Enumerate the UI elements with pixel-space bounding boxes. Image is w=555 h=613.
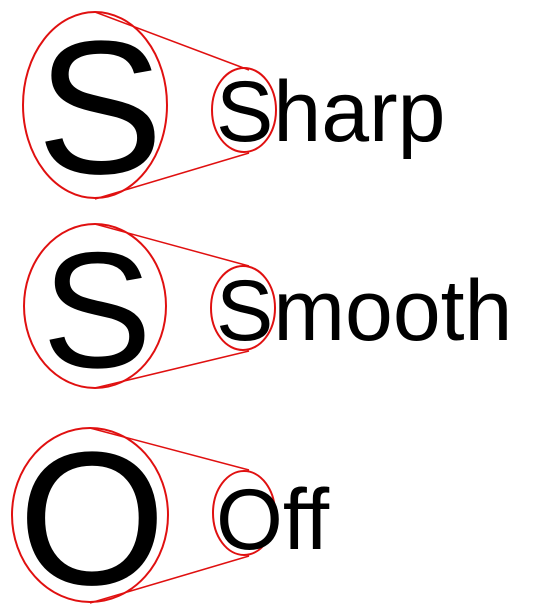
sample-row-smooth: S Smooth bbox=[23, 218, 512, 402]
magnifier-circle-sharp bbox=[22, 11, 168, 199]
mode-label-sharp: Sharp bbox=[216, 64, 446, 160]
mode-label-smooth: Smooth bbox=[216, 263, 512, 359]
magnified-letter-off: O bbox=[18, 413, 166, 613]
magnifier-circle-smooth bbox=[23, 223, 167, 389]
zoom-leader-top-smooth bbox=[94, 223, 250, 267]
magnifier-circle-off bbox=[11, 427, 169, 603]
zoom-leader-bottom-off bbox=[89, 555, 250, 604]
source-circle-sharp bbox=[211, 67, 277, 153]
sample-row-off: O Off bbox=[11, 413, 330, 613]
zoom-leader-top-off bbox=[89, 427, 250, 471]
sample-row-sharp: S Sharp bbox=[22, 2, 446, 214]
magnified-letter-sharp: S bbox=[37, 2, 164, 214]
zoom-leader-top-sharp bbox=[94, 11, 250, 71]
mode-label-off: Off bbox=[216, 472, 330, 568]
magnified-letter-smooth: S bbox=[42, 218, 152, 402]
source-circle-smooth bbox=[210, 265, 276, 351]
source-circle-off bbox=[212, 470, 276, 556]
